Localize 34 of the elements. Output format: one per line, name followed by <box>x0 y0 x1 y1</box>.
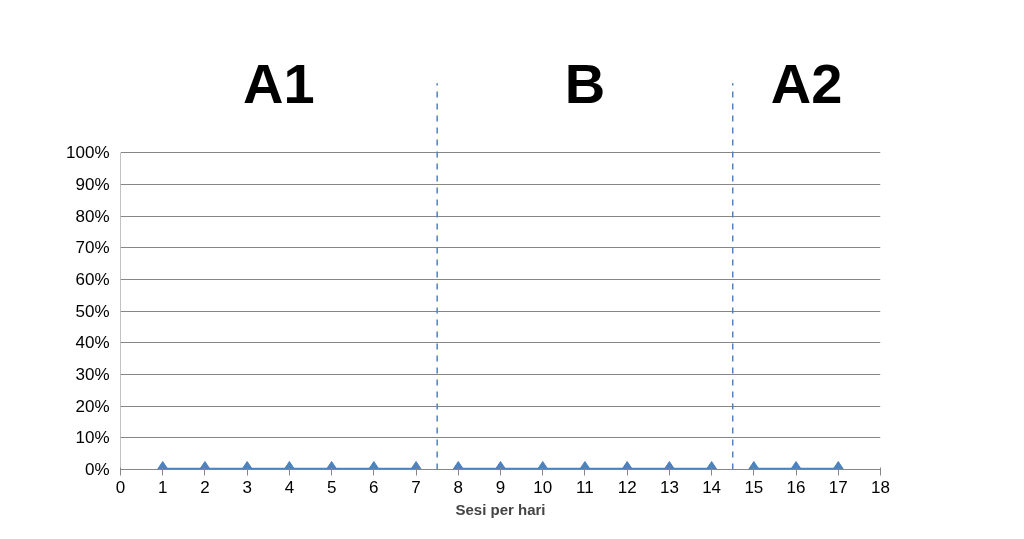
x-tick-label: 6 <box>369 477 379 497</box>
y-tick-label: 100% <box>66 143 110 163</box>
y-tick-label: 10% <box>75 428 110 448</box>
x-tick-label: 18 <box>871 477 890 497</box>
y-tick-label: 40% <box>75 333 110 353</box>
x-tick-label: 7 <box>411 477 421 497</box>
x-tick-label: 11 <box>576 477 594 497</box>
x-tick-label: 14 <box>702 477 722 497</box>
x-tick-label: 5 <box>326 477 337 497</box>
x-tick-label: 16 <box>786 477 806 497</box>
text: A1 <box>243 51 315 115</box>
y-tick-label: 60% <box>75 270 110 290</box>
x-tick-label: 3 <box>242 477 252 497</box>
y-tick-label: 70% <box>75 238 110 258</box>
x-tick-label: 2 <box>200 477 210 497</box>
x-tick-label: 9 <box>495 477 506 497</box>
y-tick-label: 20% <box>75 396 110 416</box>
x-axis-title: Sesi per hari <box>455 500 546 518</box>
y-tick-label: 80% <box>75 206 110 226</box>
y-tick-label: 30% <box>75 365 110 385</box>
text: B <box>564 51 606 115</box>
x-tick-label: 15 <box>744 477 764 497</box>
x-tick-label: 13 <box>659 477 679 497</box>
x-tick-label: 1 <box>157 477 168 497</box>
x-tick-label: 8 <box>453 477 464 497</box>
x-tick-label: 4 <box>284 477 295 497</box>
x-tick-label: 10 <box>533 477 553 497</box>
y-tick-label: 90% <box>75 175 110 195</box>
y-tick-label: 50% <box>75 301 110 321</box>
x-tick-label: 17 <box>828 477 848 497</box>
y-tick-label: 0% <box>84 460 110 479</box>
x-tick-label: 0 <box>115 477 126 497</box>
x-tick-label: 12 <box>617 477 637 497</box>
text: A2 <box>770 51 843 115</box>
